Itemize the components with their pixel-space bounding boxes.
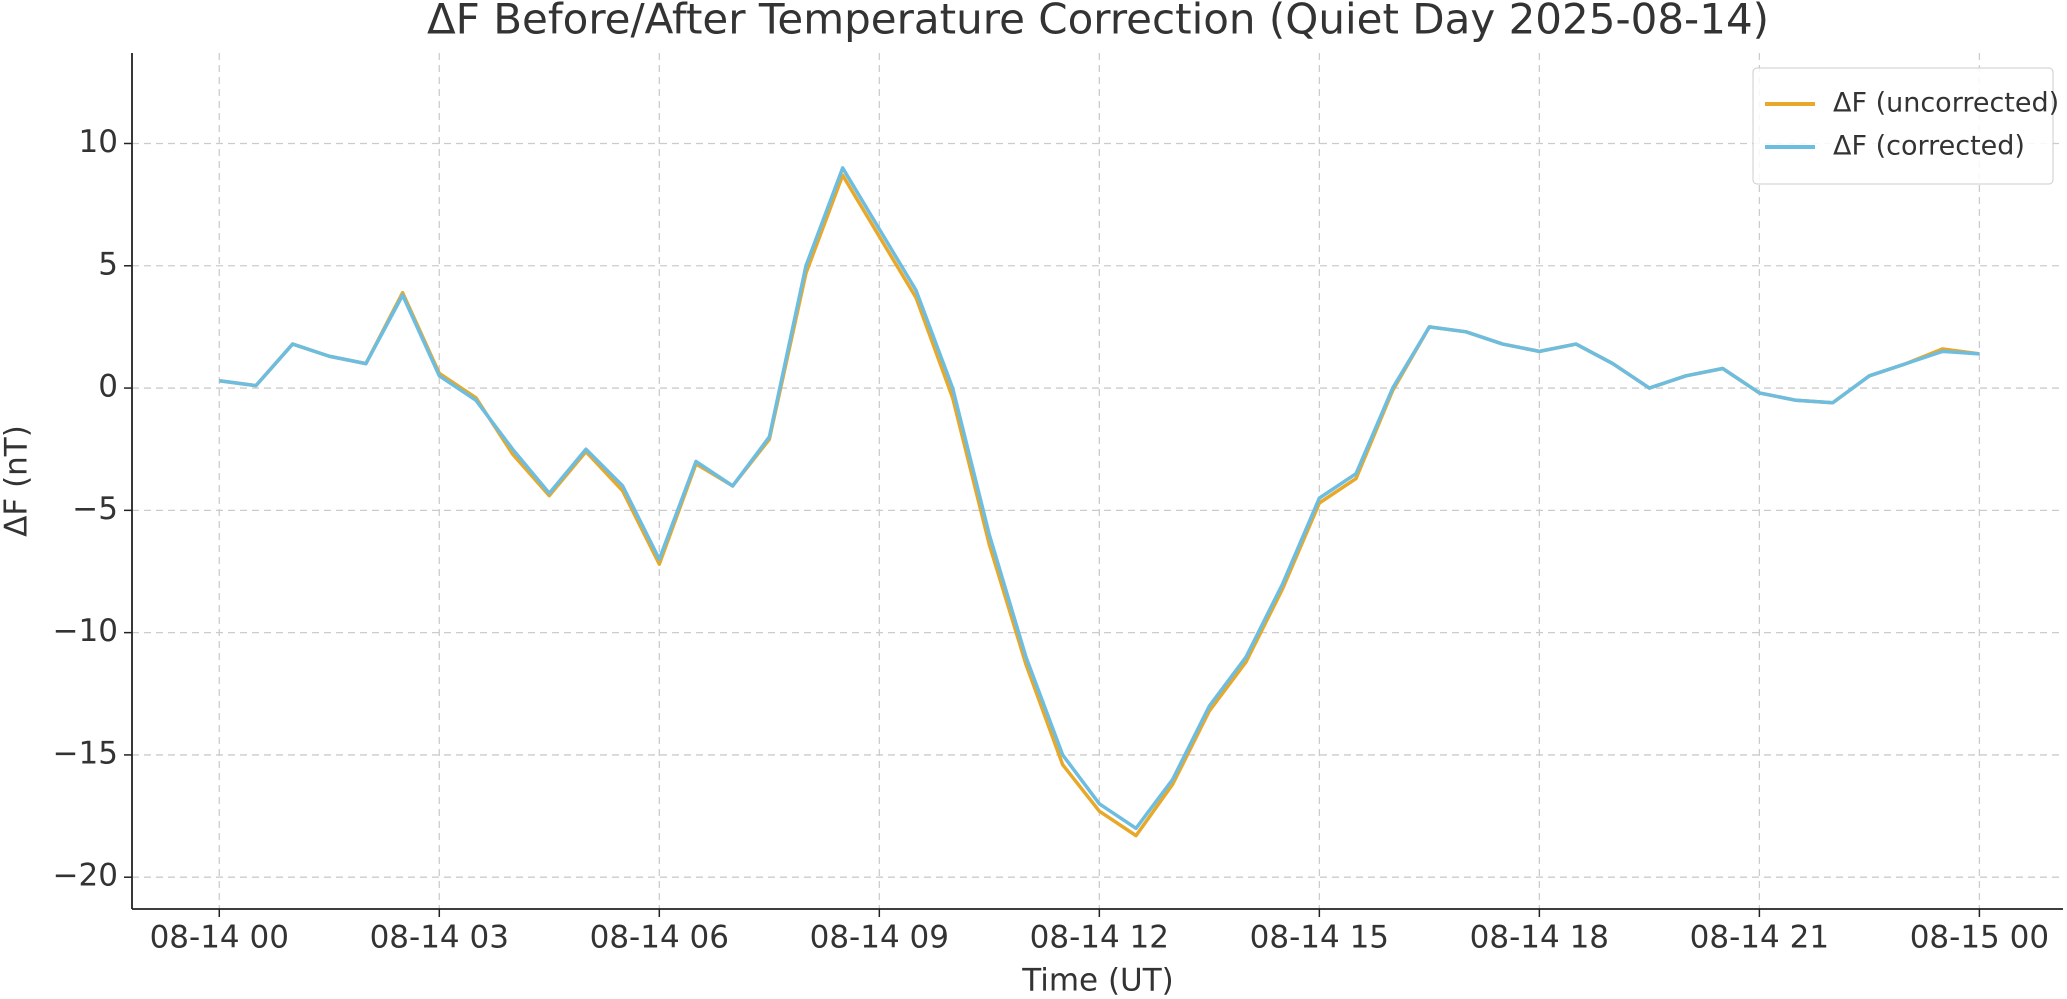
- y-tick-label: 10: [79, 124, 118, 160]
- y-tick-label: −15: [53, 735, 118, 771]
- x-axis-label: Time (UT): [1021, 963, 1174, 999]
- x-tick-label: 08-14 06: [590, 920, 729, 956]
- y-tick-label: −5: [72, 491, 118, 527]
- y-axis-label: ΔF (nT): [0, 425, 35, 537]
- y-tick-label: −20: [53, 858, 118, 894]
- legend: ΔF (uncorrected) ΔF (corrected): [1752, 67, 2059, 185]
- x-tick-label: 08-14 09: [810, 920, 949, 956]
- y-tick-label: 0: [98, 369, 118, 405]
- x-tick-label: 08-15 00: [1910, 920, 2049, 956]
- series-line: [219, 166, 1980, 831]
- x-tick-label: 08-14 21: [1690, 920, 1829, 956]
- legend-box: [1752, 67, 2054, 185]
- x-tick-label: 08-14 15: [1250, 920, 1389, 956]
- legend-label: ΔF (uncorrected): [1833, 88, 2059, 119]
- y-tick-label: 5: [98, 246, 118, 282]
- x-tick-label: 08-14 03: [370, 920, 509, 956]
- legend-label: ΔF (corrected): [1833, 131, 2025, 162]
- x-tick-label: 08-14 12: [1030, 920, 1169, 956]
- x-tick-label: 08-14 18: [1470, 920, 1609, 956]
- x-tick-label: 08-14 00: [150, 920, 289, 956]
- chart-title: ΔF Before/After Temperature Correction (…: [427, 0, 1769, 44]
- y-tick-label: −10: [53, 613, 118, 649]
